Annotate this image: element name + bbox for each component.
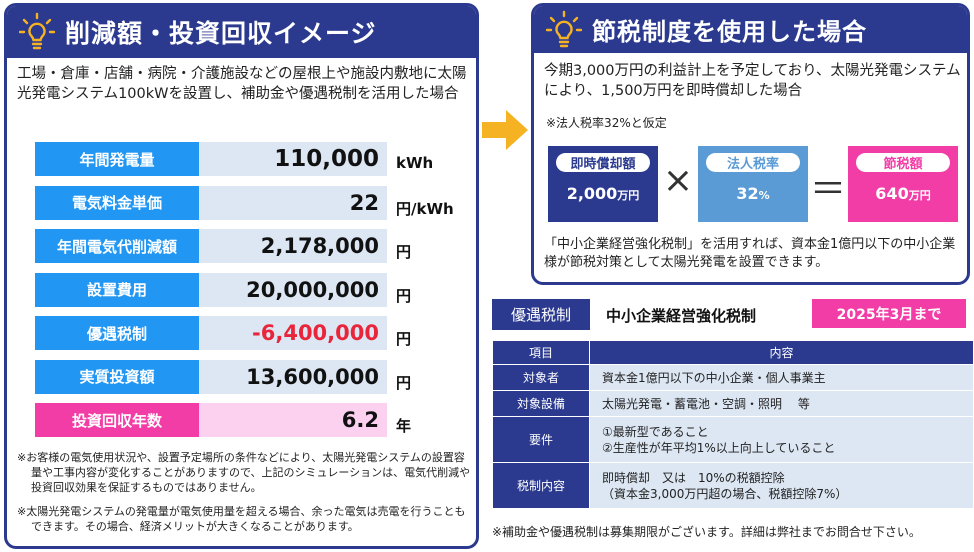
column-header-item: 項目	[492, 340, 590, 365]
table-row: 税制内容 即時償却 又は 10%の税額控除 （資本金3,000万円超の場合、税額…	[492, 462, 974, 509]
row-unit: 円	[396, 330, 412, 348]
disclaimer-note: ※太陽光発電システムの発電量が電気使用量を超える場合、余った電気は売電を行うこと…	[17, 505, 466, 533]
row-installation-cost: 設置費用 20,000,000 円	[35, 272, 475, 307]
row-unit: kWh	[396, 154, 434, 172]
row-payback-years: 投資回収年数 6.2 年	[35, 403, 475, 437]
row-value: 太陽光発電・蓄電池・空調・照明 等	[589, 390, 974, 417]
row-label: 年間発電量	[35, 142, 199, 176]
tax-system-explanation: 「中小企業経営強化税制」を活用すれば、資本金1億円以下の中小企業様が節税対策とし…	[544, 237, 956, 270]
equals-sign: ＝	[809, 169, 846, 210]
immediate-depreciation-label: 即時償却額	[556, 153, 650, 172]
disclaimer-note: ※お客様の電気使用状況や、設置予定場所の条件などにより、太陽光発電システムの設置…	[17, 451, 471, 494]
scenario-description: 工場・倉庫・店舗・病院・介護施設などの屋根上や施設内敷地に太陽光発電システム10…	[17, 66, 467, 102]
corporate-tax-rate-value: 32%	[736, 184, 770, 203]
tax-saving-amount-box: 節税額 640万円	[848, 146, 958, 222]
row-label: 実質投資額	[35, 359, 199, 394]
row-value: 資本金1億円以下の中小企業・個人事業主	[589, 364, 974, 391]
savings-panel-header: 削減額・投資回収イメージ	[7, 6, 476, 58]
multiply-sign: ×	[662, 160, 694, 201]
tax-rate-assumption: ※法人税率32%と仮定	[546, 116, 667, 130]
row-unit: 円	[396, 243, 412, 261]
corporate-tax-rate-box: 法人税率 32%	[698, 146, 808, 222]
lightbulb-icon	[19, 12, 55, 50]
row-key: 対象設備	[492, 390, 590, 417]
tax-content-line: 即時償却 又は 10%の税額控除	[602, 470, 785, 485]
requirement-line: ②生産性が年平均1%以上向上していること	[602, 440, 836, 455]
row-unit: 円/kWh	[396, 199, 454, 218]
tax-scenario-description: 今期3,000万円の利益計上を予定しており、太陽光発電システムにより、1,500…	[544, 63, 961, 99]
table-row: 対象者 資本金1億円以下の中小企業・個人事業主	[492, 364, 974, 391]
row-key: 税制内容	[492, 462, 590, 509]
tax-saving-panel-title: 節税制度を使用した場合	[592, 18, 867, 46]
arrow-right-icon	[482, 110, 528, 150]
table-header-row: 項目 内容	[492, 340, 974, 365]
row-value: 22	[199, 185, 387, 220]
immediate-depreciation-box: 即時償却額 2,000万円	[548, 146, 658, 222]
tax-saving-amount-value: 640万円	[875, 184, 931, 203]
table-row: 対象設備 太陽光発電・蓄電池・空調・照明 等	[492, 390, 974, 417]
savings-panel-title: 削減額・投資回収イメージ	[65, 19, 377, 48]
row-label: 優遇税制	[35, 316, 199, 350]
tax-saving-panel-header: 節税制度を使用した場合	[534, 6, 967, 53]
row-annual-cost-reduction: 年間電気代削減額 2,178,000 円	[35, 229, 475, 263]
tax-content-line: （資本金3,000万円超の場合、税額控除7%）	[602, 486, 848, 501]
immediate-depreciation-value: 2,000万円	[566, 184, 640, 203]
row-value: 2,178,000	[199, 229, 387, 263]
row-value: 即時償却 又は 10%の税額控除 （資本金3,000万円超の場合、税額控除7%）	[589, 462, 974, 509]
preferential-tax-heading: 優遇税制 中小企業経営強化税制 2025年3月まで	[492, 299, 970, 330]
row-value: 110,000	[199, 142, 387, 176]
row-annual-generation: 年間発電量 110,000 kWh	[35, 142, 475, 176]
corporate-tax-rate-label: 法人税率	[706, 153, 800, 172]
tax-saving-panel: 節税制度を使用した場合 今期3,000万円の利益計上を予定しており、太陽光発電シ…	[531, 3, 970, 285]
row-value: 13,600,000	[199, 359, 387, 394]
row-preferential-tax: 優遇税制 -6,400,000 円	[35, 316, 475, 350]
row-unit: 円	[396, 373, 412, 392]
tax-system-name: 中小企業経営強化税制	[606, 307, 757, 325]
row-electricity-unit-price: 電気料金単価 22 円/kWh	[35, 185, 475, 220]
deadline-badge: 2025年3月まで	[812, 299, 966, 328]
row-label: 電気料金単価	[35, 185, 199, 220]
disclaimer-notes: ※お客様の電気使用状況や、設置予定場所の条件などにより、太陽光発電システムの設置…	[17, 450, 475, 543]
row-value: ①最新型であること ②生産性が年平均1%以上向上していること	[589, 416, 974, 463]
row-label: 年間電気代削減額	[35, 229, 199, 263]
preferential-tax-tag: 優遇税制	[492, 299, 590, 330]
tax-saving-formula: 即時償却額 2,000万円 × 法人税率 32% ＝ 節税額 640万円	[548, 146, 958, 222]
preferential-tax-table: 項目 内容 対象者 資本金1億円以下の中小企業・個人事業主 対象設備 太陽光発電…	[492, 340, 974, 509]
row-value: 6.2	[199, 403, 387, 437]
row-key: 対象者	[492, 364, 590, 391]
row-unit: 年	[396, 417, 412, 435]
row-key: 要件	[492, 416, 590, 463]
lightbulb-icon	[546, 10, 582, 47]
row-value: 20,000,000	[199, 272, 387, 307]
row-net-investment: 実質投資額 13,600,000 円	[35, 359, 475, 394]
savings-calculation: 年間発電量 110,000 kWh 電気料金単価 22 円/kWh 年間電気代削…	[35, 142, 475, 447]
row-unit: 円	[396, 286, 412, 305]
requirement-line: ①最新型であること	[602, 424, 709, 439]
column-header-content: 内容	[589, 340, 974, 365]
tax-saving-amount-label: 節税額	[856, 153, 950, 172]
row-value: -6,400,000	[199, 316, 387, 350]
application-deadline-note: ※補助金や優遇税制は募集期限がございます。詳細は弊社までお問合せ下さい。	[492, 525, 921, 539]
row-label: 投資回収年数	[35, 403, 199, 437]
table-row: 要件 ①最新型であること ②生産性が年平均1%以上向上していること	[492, 416, 974, 463]
savings-panel: 削減額・投資回収イメージ 工場・倉庫・店舗・病院・介護施設などの屋根上や施設内敷…	[4, 3, 479, 549]
row-label: 設置費用	[35, 272, 199, 307]
